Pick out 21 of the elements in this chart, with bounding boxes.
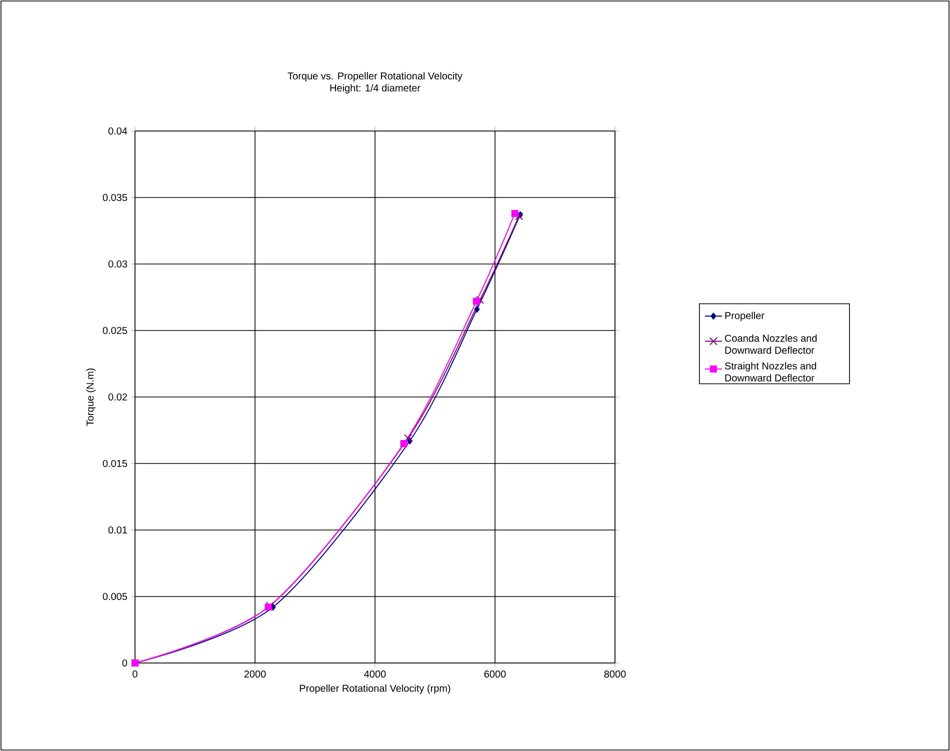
y-tick-label: 0.025 xyxy=(102,326,128,334)
y-axis-title: Torque (N.m) xyxy=(86,368,96,426)
x-axis-title: Propeller Rotational Velocity (rpm) xyxy=(300,684,450,694)
y-tick-label: 0.01 xyxy=(108,526,127,534)
legend-label: Propeller xyxy=(725,312,764,322)
y-tick-label: 0.015 xyxy=(102,460,128,468)
legend-label: Coanda Nozzles and Downward Deflector xyxy=(724,334,817,354)
legend-label: Straight Nozzles and Downward Deflector xyxy=(724,362,816,382)
x-tick-label: 0 xyxy=(132,670,138,678)
x-tick-label: 4000 xyxy=(364,670,386,678)
y-tick-label: 0.005 xyxy=(102,592,128,600)
chart-subtitle: Height: 1/4 diameter xyxy=(330,84,420,94)
y-tick-label: 0.035 xyxy=(102,194,128,202)
x-tick-label: 2000 xyxy=(244,670,266,678)
x-tick-label: 6000 xyxy=(484,670,506,678)
chart-title: Torque vs. Propeller Rotational Velocity xyxy=(288,72,462,82)
y-tick-label: 0.03 xyxy=(108,260,128,268)
y-tick-label: 0 xyxy=(122,659,128,667)
y-tick-label: 0.04 xyxy=(108,127,128,135)
x-tick-label: 8000 xyxy=(604,670,626,678)
y-tick-label: 0.02 xyxy=(108,393,127,401)
